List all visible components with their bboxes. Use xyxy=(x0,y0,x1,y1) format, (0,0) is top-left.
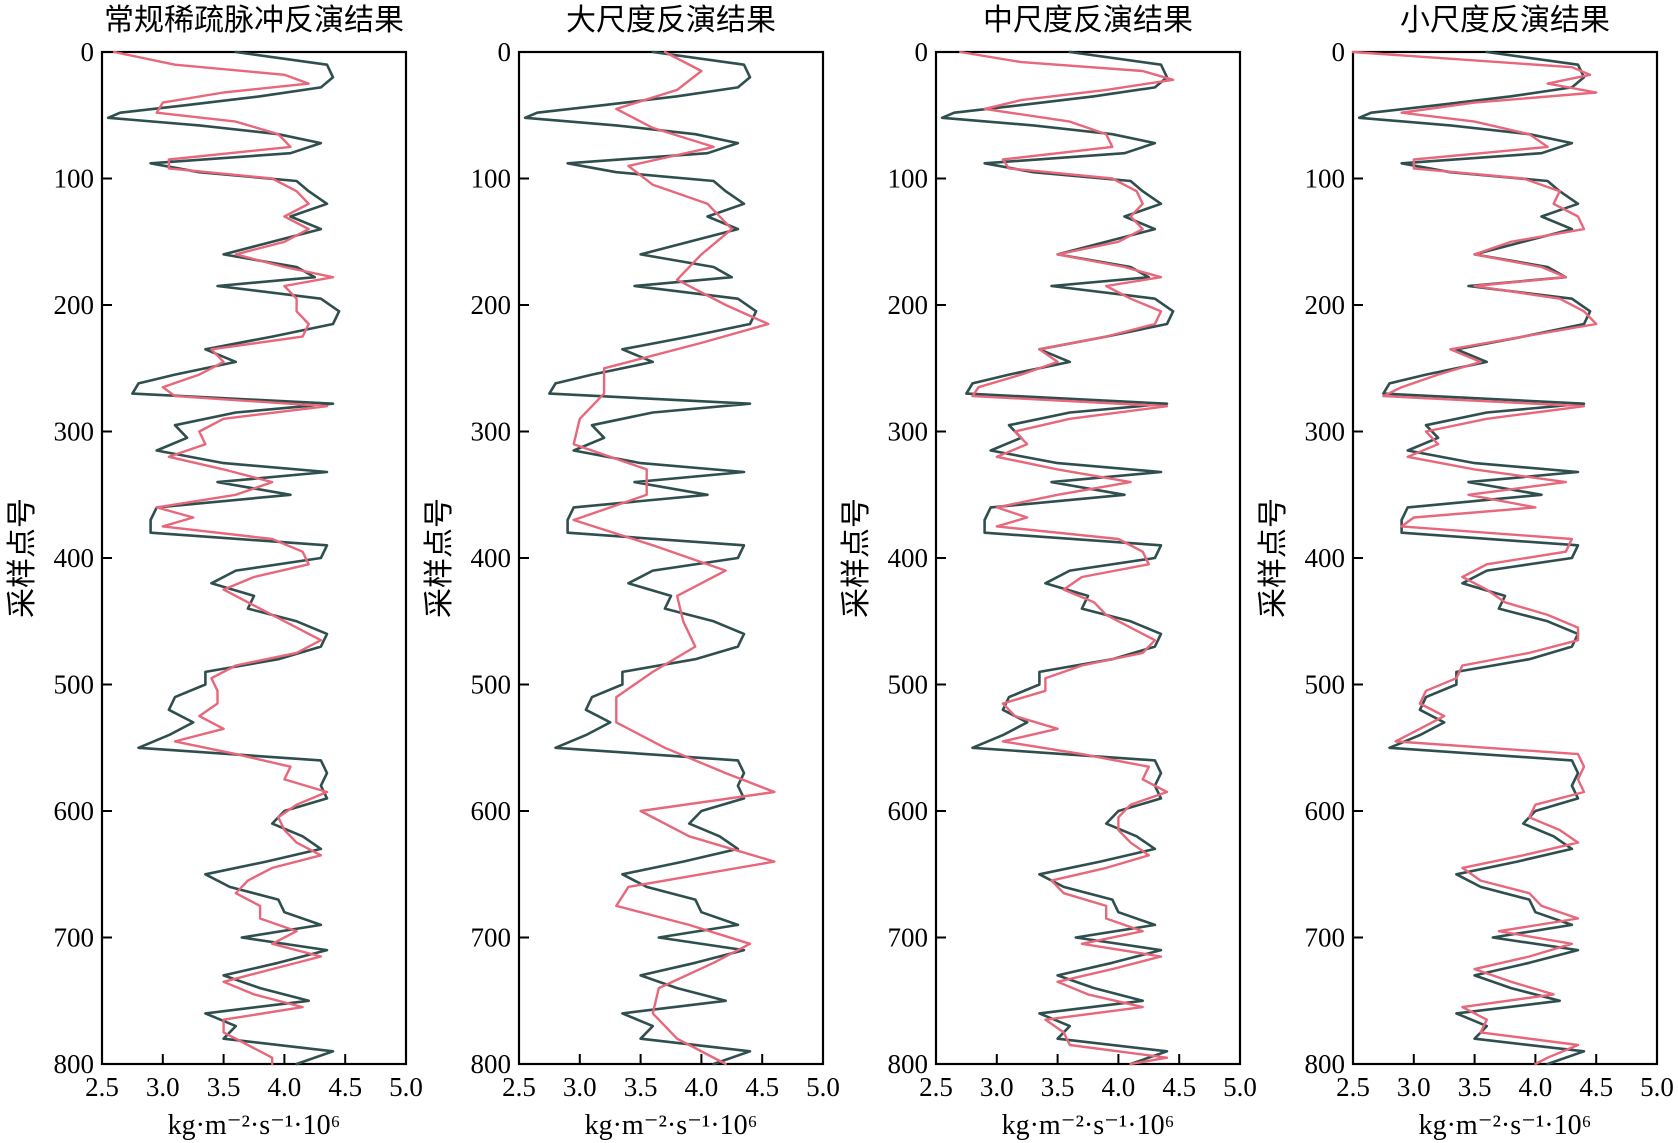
y-tick-label: 100 xyxy=(888,164,929,194)
x-axis-label: kg·m⁻²·s⁻¹·10⁶ xyxy=(585,1110,758,1141)
y-tick-label: 700 xyxy=(888,923,929,953)
y-tick-label: 700 xyxy=(1305,923,1346,953)
x-tick-label: 4.5 xyxy=(328,1072,362,1102)
series-actual-line xyxy=(106,50,341,1066)
x-tick-label: 2.5 xyxy=(85,1072,119,1102)
y-tick-label: 500 xyxy=(1305,670,1346,700)
y-tick-label: 800 xyxy=(888,1049,929,1079)
chart-title: 中尺度反演结果 xyxy=(983,3,1193,38)
x-tick-label: 3.0 xyxy=(563,1072,597,1102)
y-tick-label: 300 xyxy=(471,417,512,447)
x-tick-label: 3.5 xyxy=(624,1072,658,1102)
y-tick-label: 200 xyxy=(471,290,512,320)
series-inverted-line xyxy=(572,50,776,1066)
y-tick-label: 500 xyxy=(471,670,512,700)
y-tick-label: 600 xyxy=(471,796,512,826)
chart-title: 小尺度反演结果 xyxy=(1400,3,1610,38)
x-axis-label: kg·m⁻²·s⁻¹·10⁶ xyxy=(168,1110,341,1141)
chart-title: 大尺度反演结果 xyxy=(566,3,776,38)
y-axis-label: 采样点号 xyxy=(839,498,874,618)
x-tick-label: 4.0 xyxy=(268,1072,302,1102)
x-tick-label: 4.5 xyxy=(745,1072,779,1102)
y-tick-label: 800 xyxy=(54,1049,95,1079)
y-tick-label: 400 xyxy=(471,543,512,573)
x-tick-label: 3.5 xyxy=(1458,1072,1492,1102)
y-tick-label: 0 xyxy=(81,37,95,67)
series-actual-line xyxy=(523,50,758,1066)
series-actual-line xyxy=(940,50,1175,1066)
y-tick-label: 200 xyxy=(888,290,929,320)
x-axis-label: kg·m⁻²·s⁻¹·10⁶ xyxy=(1419,1110,1592,1141)
y-axis-label: 采样点号 xyxy=(1256,498,1291,618)
x-tick-label: 5.0 xyxy=(1640,1072,1674,1102)
x-tick-label: 5.0 xyxy=(1223,1072,1257,1102)
y-tick-label: 400 xyxy=(1305,543,1346,573)
x-tick-label: 2.5 xyxy=(1336,1072,1370,1102)
x-tick-label: 4.0 xyxy=(685,1072,719,1102)
x-tick-label: 4.0 xyxy=(1519,1072,1553,1102)
y-tick-label: 0 xyxy=(498,37,512,67)
y-tick-label: 400 xyxy=(54,543,95,573)
plot-frame xyxy=(1351,50,1659,1066)
y-tick-label: 700 xyxy=(54,923,95,953)
x-tick-label: 3.0 xyxy=(146,1072,180,1102)
y-tick-label: 200 xyxy=(54,290,95,320)
y-tick-label: 100 xyxy=(471,164,512,194)
y-axis-label: 采样点号 xyxy=(422,498,457,618)
y-tick-label: 300 xyxy=(54,417,95,447)
y-tick-label: 800 xyxy=(1305,1049,1346,1079)
y-tick-label: 600 xyxy=(1305,796,1346,826)
y-axis-label: 采样点号 xyxy=(5,498,40,618)
y-tick-label: 100 xyxy=(54,164,95,194)
y-tick-label: 800 xyxy=(471,1049,512,1079)
y-tick-label: 300 xyxy=(888,417,929,447)
x-tick-label: 4.0 xyxy=(1102,1072,1136,1102)
plot-frame xyxy=(934,50,1242,1066)
series-inverted-line xyxy=(959,50,1175,1066)
x-tick-label: 5.0 xyxy=(389,1072,423,1102)
y-tick-label: 300 xyxy=(1305,417,1346,447)
chart-title: 常规稀疏脉冲反演结果 xyxy=(104,3,404,38)
x-tick-label: 3.5 xyxy=(1041,1072,1075,1102)
y-tick-label: 600 xyxy=(888,796,929,826)
series-inverted-line xyxy=(1351,50,1598,1066)
y-tick-label: 500 xyxy=(54,670,95,700)
x-axis-label: kg·m⁻²·s⁻¹·10⁶ xyxy=(1002,1110,1175,1141)
x-tick-label: 3.0 xyxy=(1397,1072,1431,1102)
series-inverted-line xyxy=(113,50,335,1066)
x-tick-label: 5.0 xyxy=(806,1072,840,1102)
y-tick-label: 0 xyxy=(915,37,929,67)
x-tick-label: 2.5 xyxy=(919,1072,953,1102)
y-tick-label: 700 xyxy=(471,923,512,953)
x-tick-label: 3.0 xyxy=(980,1072,1014,1102)
series-actual-line xyxy=(1357,50,1592,1066)
y-tick-label: 100 xyxy=(1305,164,1346,194)
y-tick-label: 200 xyxy=(1305,290,1346,320)
x-tick-label: 3.5 xyxy=(207,1072,241,1102)
plot-frame xyxy=(100,50,408,1066)
y-tick-label: 600 xyxy=(54,796,95,826)
y-tick-label: 400 xyxy=(888,543,929,573)
x-tick-label: 4.5 xyxy=(1162,1072,1196,1102)
x-tick-label: 4.5 xyxy=(1579,1072,1613,1102)
x-tick-label: 2.5 xyxy=(502,1072,536,1102)
y-tick-label: 500 xyxy=(888,670,929,700)
plot-frame xyxy=(517,50,825,1066)
y-tick-label: 0 xyxy=(1332,37,1346,67)
